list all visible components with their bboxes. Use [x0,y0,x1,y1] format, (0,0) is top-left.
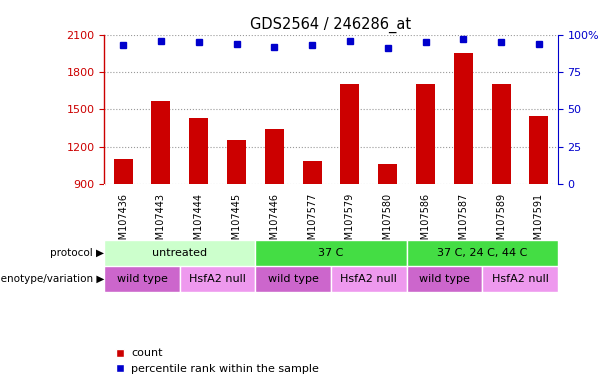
Bar [482,266,558,292]
Bar [104,266,180,292]
Text: GSM107587: GSM107587 [459,193,468,252]
Bar [265,129,284,184]
Text: GSM107445: GSM107445 [232,193,242,252]
Bar [492,84,511,184]
Bar [227,140,246,184]
Text: HsfA2 null: HsfA2 null [340,274,397,284]
Bar [454,53,473,184]
Bar [331,266,406,292]
Text: genotype/variation ▶: genotype/variation ▶ [0,274,104,284]
Text: 37 C: 37 C [318,248,344,258]
Text: GSM107443: GSM107443 [156,193,166,252]
Text: GSM107577: GSM107577 [307,193,317,252]
Bar [113,159,132,184]
Text: HsfA2 null: HsfA2 null [189,274,246,284]
Text: GSM107436: GSM107436 [118,193,128,252]
Bar [256,266,331,292]
Bar [180,266,256,292]
Bar [530,116,549,184]
Text: GSM107579: GSM107579 [345,193,355,252]
Bar [189,118,208,184]
Text: GSM107591: GSM107591 [534,193,544,252]
Bar [416,84,435,184]
Text: GSM107446: GSM107446 [269,193,280,252]
Bar [406,240,558,266]
Text: GSM107580: GSM107580 [383,193,393,252]
Bar [378,164,397,184]
Text: protocol ▶: protocol ▶ [50,248,104,258]
Text: 37 C, 24 C, 44 C: 37 C, 24 C, 44 C [437,248,527,258]
Bar [151,101,170,184]
Text: wild type: wild type [268,274,319,284]
Title: GDS2564 / 246286_at: GDS2564 / 246286_at [251,17,411,33]
Legend: count, percentile rank within the sample: count, percentile rank within the sample [110,344,323,379]
Text: GSM107586: GSM107586 [421,193,430,252]
Text: GSM107444: GSM107444 [194,193,204,252]
Text: HsfA2 null: HsfA2 null [492,274,549,284]
Text: wild type: wild type [116,274,167,284]
Bar [340,84,359,184]
Text: GSM107589: GSM107589 [496,193,506,252]
Bar [104,240,256,266]
Bar [256,240,406,266]
Bar [303,161,322,184]
Bar [406,266,482,292]
Text: wild type: wild type [419,274,470,284]
Text: untreated: untreated [152,248,207,258]
